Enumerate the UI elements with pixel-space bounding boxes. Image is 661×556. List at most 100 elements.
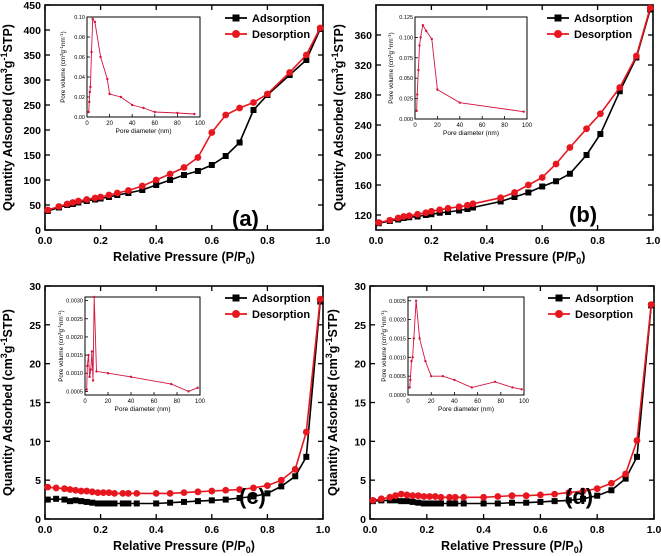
y-tick-label: 20	[29, 359, 41, 371]
adsorption-point	[494, 500, 501, 507]
inset-y-tick-label: 0.0010	[389, 355, 406, 361]
inset-y-tick-label: 0.0030	[66, 299, 83, 305]
adsorption-point	[292, 473, 299, 480]
inset-pore-point	[493, 380, 497, 384]
adsorption-point	[565, 497, 572, 504]
y-tick-label: 0	[360, 514, 366, 526]
inset-pore-point	[153, 110, 156, 114]
inset-pore-point	[88, 375, 91, 379]
x-tick-label: 0.6	[204, 524, 219, 536]
adsorption-point	[61, 496, 68, 503]
label-part: 0	[246, 545, 251, 555]
desorption-point	[236, 486, 244, 493]
legend-marker-desorption	[555, 310, 563, 318]
label-part: 0	[246, 256, 251, 266]
x-tick-label: 0.0	[38, 524, 53, 536]
panel-label: (a)	[232, 206, 259, 231]
inset-pore-point	[425, 29, 428, 33]
desorption-point	[194, 488, 202, 496]
inset-pore-point	[86, 364, 89, 368]
inset-y-tick-label: 0.075	[399, 56, 413, 62]
inset-y-axis-title: Pore volume (cm3g-1nm-1)	[59, 31, 67, 102]
legend-marker-adsorption	[555, 294, 563, 302]
x-tick-label: 0.0	[363, 524, 378, 536]
inset-y-tick-label: 0.00	[74, 115, 85, 121]
adsorption-point	[67, 498, 74, 505]
label-part: -1	[59, 33, 64, 37]
label-part: )	[581, 250, 585, 264]
desorption-point	[377, 495, 385, 503]
inset-x-tick-label: 40	[456, 123, 463, 129]
label-part: Quantity Adsorbed (cm	[326, 358, 340, 496]
adsorption-point	[53, 495, 60, 502]
inset-x-tick-label: 40	[451, 399, 458, 405]
inset-x-tick-label: 100	[195, 121, 206, 127]
y-tick-label: 200	[23, 125, 41, 137]
desorption-point	[480, 493, 487, 501]
desorption-point	[97, 193, 104, 201]
desorption-point	[409, 492, 416, 500]
adsorption-point	[181, 172, 187, 178]
desorption-point	[302, 428, 310, 436]
inset-pore-point	[458, 101, 461, 104]
desorption-point	[494, 493, 502, 500]
y-axis-title: Quantity Adsorbed (cm3g-1STP)	[330, 24, 346, 211]
desorption-point	[63, 200, 71, 208]
inset-pore-line	[86, 296, 198, 392]
desorption-point	[551, 490, 558, 498]
label-part: 0	[574, 545, 579, 555]
inset-y-tick-label: 0.0025	[389, 299, 406, 305]
x-tick-label: 1.0	[647, 524, 661, 536]
desorption-point	[386, 493, 394, 501]
inset-pore-point	[91, 379, 95, 382]
inset-pore-point	[424, 359, 427, 363]
desorption-point	[460, 493, 468, 501]
inset-pore-point	[88, 100, 91, 104]
desorption-point	[55, 203, 63, 210]
desorption-point	[72, 486, 79, 494]
inset-pore-point	[88, 90, 92, 94]
label-part: -1	[0, 53, 9, 61]
desorption-point	[180, 489, 188, 496]
desorption-point	[593, 485, 601, 493]
desorption-point	[302, 51, 310, 59]
adsorption-point	[250, 493, 257, 500]
inset-pore-point	[106, 77, 109, 81]
inset-pore-point	[87, 353, 90, 357]
adsorption-point	[303, 57, 310, 63]
inset-x-tick-label: 0	[83, 399, 87, 405]
adsorption-point	[594, 492, 601, 499]
adsorption-point	[181, 498, 187, 505]
desorption-point	[264, 482, 271, 490]
y-tick-label: 400	[23, 25, 41, 37]
inset-pore-point	[410, 359, 413, 363]
desorption-point	[369, 496, 377, 504]
inset-x-tick-label: 100	[519, 399, 530, 405]
inset-pore-point	[90, 50, 93, 54]
desorption-point	[133, 489, 141, 497]
legend-label-desorption: Desorption	[252, 29, 310, 41]
adsorption-point	[583, 152, 590, 158]
adsorption-point	[597, 131, 604, 137]
adsorption-point	[523, 499, 530, 506]
legend-label-adsorption: Adsorption	[252, 293, 311, 305]
desorption-point	[124, 489, 132, 497]
label-part: Pore volume (cm	[60, 56, 67, 103]
inset-pore-point	[436, 88, 439, 91]
desorption-point	[464, 201, 471, 209]
legend-marker-desorption	[232, 30, 240, 38]
desorption-point	[522, 492, 530, 500]
adsorption-point	[420, 500, 427, 507]
adsorption-point	[452, 500, 459, 507]
x-axis-title: Relative Pressure (P/P0)	[113, 539, 255, 555]
inset-x-tick-label: 100	[195, 399, 206, 405]
label-part: Relative Pressure (P/P	[113, 539, 246, 553]
adsorption-point	[580, 495, 586, 502]
inset-x-tick-label: 60	[151, 121, 158, 127]
adsorption-point	[445, 209, 452, 215]
label-part: Relative Pressure (P/P	[441, 539, 574, 553]
x-tick-label: 0.8	[590, 524, 605, 536]
adsorption-point	[622, 475, 629, 482]
inset-x-tick-label: 0	[406, 399, 410, 405]
label-part: -1	[57, 312, 62, 316]
